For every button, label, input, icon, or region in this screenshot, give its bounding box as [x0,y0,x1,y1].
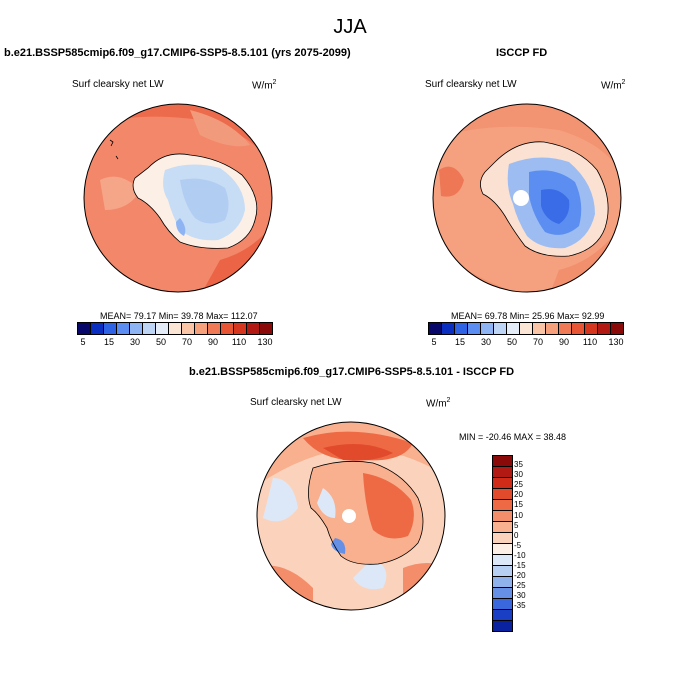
obs-panel-title: ISCCP FD [496,47,548,59]
colorbar-swatch [182,323,195,334]
colorbar-swatch [493,566,512,577]
colorbar-tick-label: 5 [80,337,86,347]
diff-stats: MIN = -20.46 MAX = 38.48 [459,432,567,442]
colorbar-tick-label: 70 [532,337,543,347]
colorbar-tick-label: 15 [454,337,465,347]
colorbar-tick-label: -30 [514,591,526,601]
colorbar-swatch [493,588,512,599]
colorbar-swatch [143,323,156,334]
colorbar-swatch [494,323,507,334]
colorbar-swatch [104,323,117,334]
model-variable-label: Surf clearsky net LW [72,79,164,90]
colorbar-tick-label: -5 [514,540,522,550]
colorbar-tick-label: -10 [514,550,526,560]
diff-colorbar [492,455,513,632]
colorbar-swatch [493,522,512,533]
colorbar-tick-label: 110 [582,337,598,347]
colorbar-tick-label: -15 [514,561,526,570]
colorbar-swatch [585,323,598,334]
colorbar-tick-label: 5 [431,337,437,347]
model-units-label: W/m2 [252,79,277,92]
colorbar-swatch [493,610,512,621]
colorbar-swatch [493,478,512,489]
diff-polar-map [256,421,446,611]
diff-colorbar-labels: 35 30 25 20 15 10 5 0 -5 -10 -15 -20 -25 -30 -35 [514,455,554,615]
colorbar-swatch [493,621,512,631]
colorbar-tick-label: 0 [514,530,519,540]
colorbar-tick-label: 30 [129,337,140,347]
colorbar-swatch [234,323,247,334]
colorbar-swatch [559,323,572,334]
colorbar-swatch [493,500,512,511]
colorbar-tick-label: 70 [181,337,192,347]
colorbar-tick-label: -25 [514,581,526,591]
obs-colorbar [428,322,624,335]
colorbar-tick-label: 35 [514,460,523,469]
colorbar-swatch [493,544,512,555]
colorbar-swatch [208,323,221,334]
colorbar-swatch [156,323,169,334]
diff-units-label: W/m2 [426,397,451,410]
colorbar-swatch [195,323,208,334]
colorbar-swatch [429,323,442,334]
colorbar-swatch [598,323,611,334]
model-colorbar [77,322,273,335]
colorbar-tick-label: 15 [514,500,523,510]
obs-polar-map [432,103,622,293]
colorbar-swatch [78,323,91,334]
colorbar-tick-label: 110 [231,337,247,347]
colorbar-swatch [546,323,559,334]
colorbar-swatch [130,323,143,334]
colorbar-swatch [221,323,234,334]
obs-colorbar-labels: 5 15 30 50 70 90 110 130 [428,337,624,349]
colorbar-tick-label: 130 [257,337,273,347]
colorbar-tick-label: 50 [506,337,517,347]
model-polar-map [83,103,273,293]
colorbar-swatch [493,467,512,478]
colorbar-swatch [468,323,481,334]
colorbar-tick-label: 25 [514,480,523,490]
model-panel-title: b.e21.BSSP585cmip6.f09_g17.CMIP6-SSP5-8.… [4,47,351,59]
colorbar-tick-label: 90 [558,337,569,347]
colorbar-swatch [493,555,512,566]
colorbar-tick-label: 130 [608,337,624,347]
colorbar-swatch [520,323,533,334]
colorbar-swatch [260,323,272,334]
diff-variable-label: Surf clearsky net LW [250,397,342,408]
colorbar-swatch [611,323,623,334]
model-colorbar-labels: 5 15 30 50 70 90 110 130 [77,337,273,349]
colorbar-tick-label: 50 [155,337,166,347]
colorbar-swatch [493,511,512,522]
colorbar-swatch [493,456,512,467]
colorbar-swatch [493,599,512,610]
colorbar-tick-label: 15 [103,337,114,347]
obs-stats: MEAN= 69.78 Min= 25.96 Max= 92.99 [451,311,605,321]
obs-units-label: W/m2 [601,79,626,92]
colorbar-swatch [117,323,130,334]
diff-panel-title: b.e21.BSSP585cmip6.f09_g17.CMIP6-SSP5-8.… [189,366,515,378]
colorbar-swatch [91,323,104,334]
colorbar-swatch [493,577,512,588]
colorbar-swatch [455,323,468,334]
colorbar-swatch [572,323,585,334]
colorbar-swatch [247,323,260,334]
colorbar-tick-label: 30 [480,337,491,347]
colorbar-tick-label: 10 [514,510,523,520]
colorbar-tick-label: 20 [514,490,523,500]
colorbar-tick-label: -35 [514,601,526,611]
model-stats: MEAN= 79.17 Min= 39.78 Max= 112.07 [100,311,258,321]
colorbar-swatch [481,323,494,334]
colorbar-swatch [533,323,546,334]
obs-variable-label: Surf clearsky net LW [425,79,517,90]
colorbar-swatch [493,489,512,500]
colorbar-tick-label: 5 [514,520,519,530]
colorbar-swatch [493,533,512,544]
colorbar-tick-label: -20 [514,571,526,581]
colorbar-swatch [169,323,182,334]
colorbar-swatch [507,323,520,334]
season-title: JJA [333,16,367,38]
colorbar-swatch [442,323,455,334]
colorbar-tick-label: 90 [207,337,218,347]
colorbar-tick-label: 30 [514,470,523,480]
